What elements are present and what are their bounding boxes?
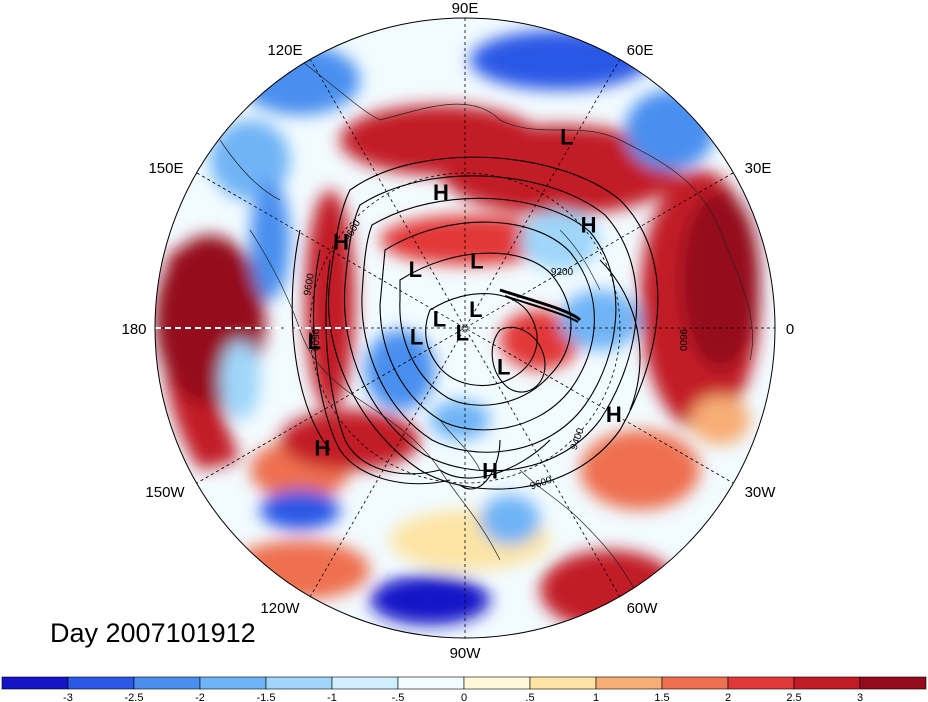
colorbar-swatch	[397, 676, 465, 690]
map-boundary	[154, 17, 776, 639]
low-pressure-marker: L	[497, 355, 510, 380]
lon-label-180: 180	[121, 321, 146, 338]
colorbar-swatch	[463, 676, 531, 690]
colorbar-tick-label: -1.5	[257, 692, 276, 702]
contour-label: 9500	[309, 329, 320, 352]
colorbar-tick-label: -1	[327, 692, 337, 702]
high-pressure-marker: H	[314, 436, 330, 461]
colorbar-tick-label: -2	[195, 692, 205, 702]
contour-label: 9600	[302, 272, 317, 296]
colorbar-swatch	[331, 676, 399, 690]
colorbar-tick-label: .5	[525, 692, 534, 702]
coastlines	[219, 59, 753, 601]
lon-label-0: 0	[786, 321, 794, 338]
date-label: Day 2007101912	[50, 618, 256, 648]
colorbar-tick-label: 0	[461, 692, 467, 702]
colorbar-tick-label: 2	[725, 692, 731, 702]
lon-label-120e: 120E	[267, 42, 302, 59]
colorbar-swatch	[67, 676, 135, 690]
colorbar-swatch	[859, 676, 927, 690]
contour-label: 9200	[551, 267, 574, 278]
high-pressure-marker: H	[482, 458, 498, 483]
longitude-labels: 90E 60E 30E 0 30W 60W 90W 120W 150W 180 …	[121, 0, 794, 662]
low-pressure-marker: L	[308, 329, 321, 354]
low-pressure-marker: L	[456, 321, 469, 346]
colorbar-swatch	[265, 676, 333, 690]
low-pressure-marker: L	[433, 307, 446, 332]
lon-label-30e: 30E	[745, 160, 772, 177]
colorbar-swatch	[595, 676, 663, 690]
colorbar-swatch	[199, 676, 267, 690]
high-pressure-marker: H	[333, 229, 349, 254]
high-pressure-marker: H	[606, 402, 622, 427]
colorbar-tick-label: 1.5	[654, 692, 669, 702]
height-contours	[291, 156, 659, 490]
lon-label-60e: 60E	[627, 42, 654, 59]
colorbar-tick-label: -2.5	[125, 692, 144, 702]
low-pressure-marker: L	[410, 325, 423, 350]
colorbar-swatch	[793, 676, 861, 690]
anomaly-field	[155, 18, 775, 638]
lon-label-90w: 90W	[450, 645, 482, 662]
colorbar-swatch	[529, 676, 597, 690]
colorbar-swatch	[661, 676, 729, 690]
lon-label-90e: 90E	[452, 0, 479, 17]
lon-label-30w: 30W	[745, 484, 777, 501]
low-pressure-marker: L	[470, 248, 483, 273]
colorbar-swatch	[1, 676, 69, 690]
colorbar-tick-label: 1	[593, 692, 599, 702]
colorbar-tick-label: 3	[857, 692, 863, 702]
high-pressure-marker: H	[581, 212, 597, 237]
lon-label-120w: 120W	[260, 600, 300, 617]
low-pressure-marker: L	[560, 124, 573, 149]
lon-label-150e: 150E	[148, 160, 183, 177]
colorbar-swatch	[133, 676, 201, 690]
colorbar-swatch	[727, 676, 795, 690]
high-pressure-marker: H	[433, 180, 449, 205]
colorbar-tick-label: -.5	[392, 692, 405, 702]
contour-label: 9600	[677, 329, 688, 352]
low-pressure-marker: L	[469, 297, 482, 322]
low-pressure-marker: L	[409, 257, 422, 282]
lon-label-60w: 60W	[627, 600, 659, 617]
lon-label-150w: 150W	[145, 484, 185, 501]
colorbar-tick-label: 2.5	[786, 692, 801, 702]
colorbar: -3 -2.5 -2 -1.5 -1 -.5 0 .5 1 1.5 2 2.5 3	[1, 676, 927, 702]
colorbar-tick-label: -3	[63, 692, 73, 702]
